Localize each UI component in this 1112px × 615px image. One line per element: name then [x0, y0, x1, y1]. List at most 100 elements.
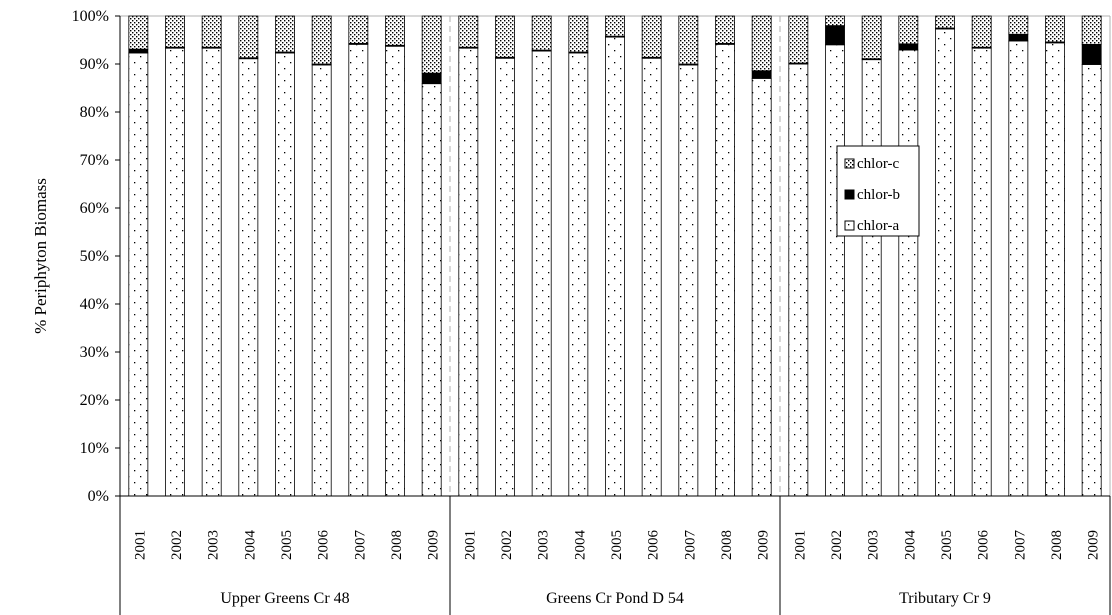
x-category-label: 2003 [866, 530, 882, 560]
x-category-label: 2004 [242, 530, 258, 561]
bar-segment-chlor-c [531, 15, 552, 51]
x-category-label: 2004 [572, 530, 588, 561]
bar-segment-chlor-c [715, 15, 735, 44]
bar-segment-chlor-a [605, 36, 625, 497]
bar-segment-chlor-c [421, 15, 442, 74]
bar-segment-chlor-a [531, 50, 552, 497]
legend: chlor-c chlor-b chlor-a [836, 145, 920, 237]
bar-segment-chlor-a [275, 52, 295, 497]
bar-segment-chlor-a [715, 43, 735, 497]
bar-segment-chlor-a [898, 49, 919, 497]
bar-segment-chlor-c [128, 15, 149, 50]
bars [128, 15, 1102, 497]
bar-segment-chlor-c [458, 15, 479, 48]
bar-segment-chlor-b [421, 72, 442, 85]
x-category-label: 2006 [316, 530, 332, 561]
y-axis-title: % Periphyton Biomass [31, 178, 50, 334]
x-axis: 2001 2002 2003 2004 2005 2006 2007 2008 2009 Uppe… [119, 495, 1111, 615]
bar-segment-chlor-b [825, 25, 845, 46]
x-category-label: 2005 [939, 530, 955, 560]
x-category-label: 2006 [646, 530, 662, 561]
x-category-label: 2002 [169, 530, 185, 560]
bar-segment-chlor-c [1008, 15, 1029, 35]
legend-label-chlor-b: chlor-b [857, 187, 900, 203]
group-label: Upper Greens Cr 48 [220, 590, 349, 607]
x-category-label: 2004 [902, 530, 918, 561]
x-category-label: 2005 [609, 530, 625, 560]
legend-swatch-chlor-a [844, 220, 855, 231]
y-tick-label: 30% [80, 344, 109, 361]
bar-segment-chlor-a [495, 57, 515, 497]
bar-segment-chlor-c [605, 15, 625, 37]
legend-label-chlor-a: chlor-a [857, 218, 900, 234]
bar-segment-chlor-a [825, 44, 845, 497]
x-category-label: 2008 [1049, 530, 1065, 560]
x-category-label: 2009 [426, 530, 442, 560]
bar-segment-chlor-c [495, 15, 515, 58]
bar-segment-chlor-c [311, 15, 332, 65]
x-category-label: 2003 [536, 530, 552, 560]
bar-segment-chlor-a [238, 58, 259, 497]
bar-segment-chlor-a [751, 78, 772, 497]
bar-segment-chlor-c [201, 15, 222, 48]
x-category-label: 2001 [462, 530, 478, 560]
bar-segment-chlor-c [971, 15, 992, 48]
bar-segment-chlor-c [751, 15, 772, 72]
x-category-label: 2006 [976, 530, 992, 561]
y-tick-label: 80% [80, 104, 109, 121]
bar-segment-chlor-c [898, 15, 919, 45]
bar-segment-chlor-a [788, 63, 809, 497]
y-tick-label: 10% [80, 440, 109, 457]
y-tick-label: 90% [80, 56, 109, 73]
bar-segment-chlor-a [861, 59, 882, 497]
bar-segment-chlor-c [641, 15, 662, 58]
bar-segment-chlor-c [568, 15, 589, 53]
group-label: Greens Cr Pond D 54 [546, 590, 684, 607]
bar-segment-chlor-a [935, 28, 955, 497]
bar-segment-chlor-a [1045, 42, 1065, 497]
x-category-label: 2002 [829, 530, 845, 560]
bar-segment-chlor-a [348, 43, 369, 497]
x-category-label: 2009 [1086, 530, 1102, 560]
bar-segment-chlor-a [678, 64, 699, 497]
bar-segment-chlor-c [1081, 15, 1102, 45]
bar-segment-chlor-a [421, 83, 442, 497]
legend-swatch-chlor-c [844, 158, 855, 169]
legend-label-chlor-c: chlor-c [857, 156, 900, 172]
bar-segment-chlor-a [641, 57, 662, 497]
y-tick-label: 70% [80, 152, 109, 169]
bar-segment-chlor-b [751, 70, 772, 79]
x-category-label: 2005 [279, 530, 295, 560]
bar-segment-chlor-b [128, 48, 149, 54]
x-category-label: 2002 [499, 530, 515, 560]
bar-segment-chlor-c [788, 15, 809, 64]
bar-segment-chlor-a [458, 47, 479, 497]
x-category-label: 2009 [756, 530, 772, 560]
legend-swatch-chlor-b [844, 189, 855, 200]
bar-segment-chlor-c [678, 15, 699, 65]
bar-segment-chlor-c [825, 15, 845, 27]
bar-segment-chlor-c [861, 15, 882, 60]
bar-segment-chlor-a [1081, 64, 1102, 497]
x-category-label: 2001 [792, 530, 808, 560]
bar-segment-chlor-b [1008, 33, 1029, 42]
y-tick-label: 60% [80, 200, 109, 217]
y-tick-label: 100% [72, 8, 109, 25]
bar-segment-chlor-a [201, 47, 222, 497]
x-category-label: 2008 [389, 530, 405, 560]
bar-segment-chlor-a [568, 52, 589, 497]
y-tick-label: 0% [88, 488, 109, 505]
x-category-label: 2008 [719, 530, 735, 560]
x-category-label: 2007 [1012, 530, 1028, 561]
bar-segment-chlor-b [1081, 43, 1102, 65]
bar-segment-chlor-c [238, 15, 259, 59]
bar-segment-chlor-a [311, 64, 332, 497]
bar-segment-chlor-a [1008, 40, 1029, 497]
bar-segment-chlor-c [165, 15, 185, 48]
bar-segment-chlor-c [385, 15, 405, 46]
group-label: Tributary Cr 9 [899, 590, 991, 607]
y-tick-label: 20% [80, 392, 109, 409]
bar-segment-chlor-c [275, 15, 295, 53]
bar-segment-chlor-a [165, 47, 185, 497]
